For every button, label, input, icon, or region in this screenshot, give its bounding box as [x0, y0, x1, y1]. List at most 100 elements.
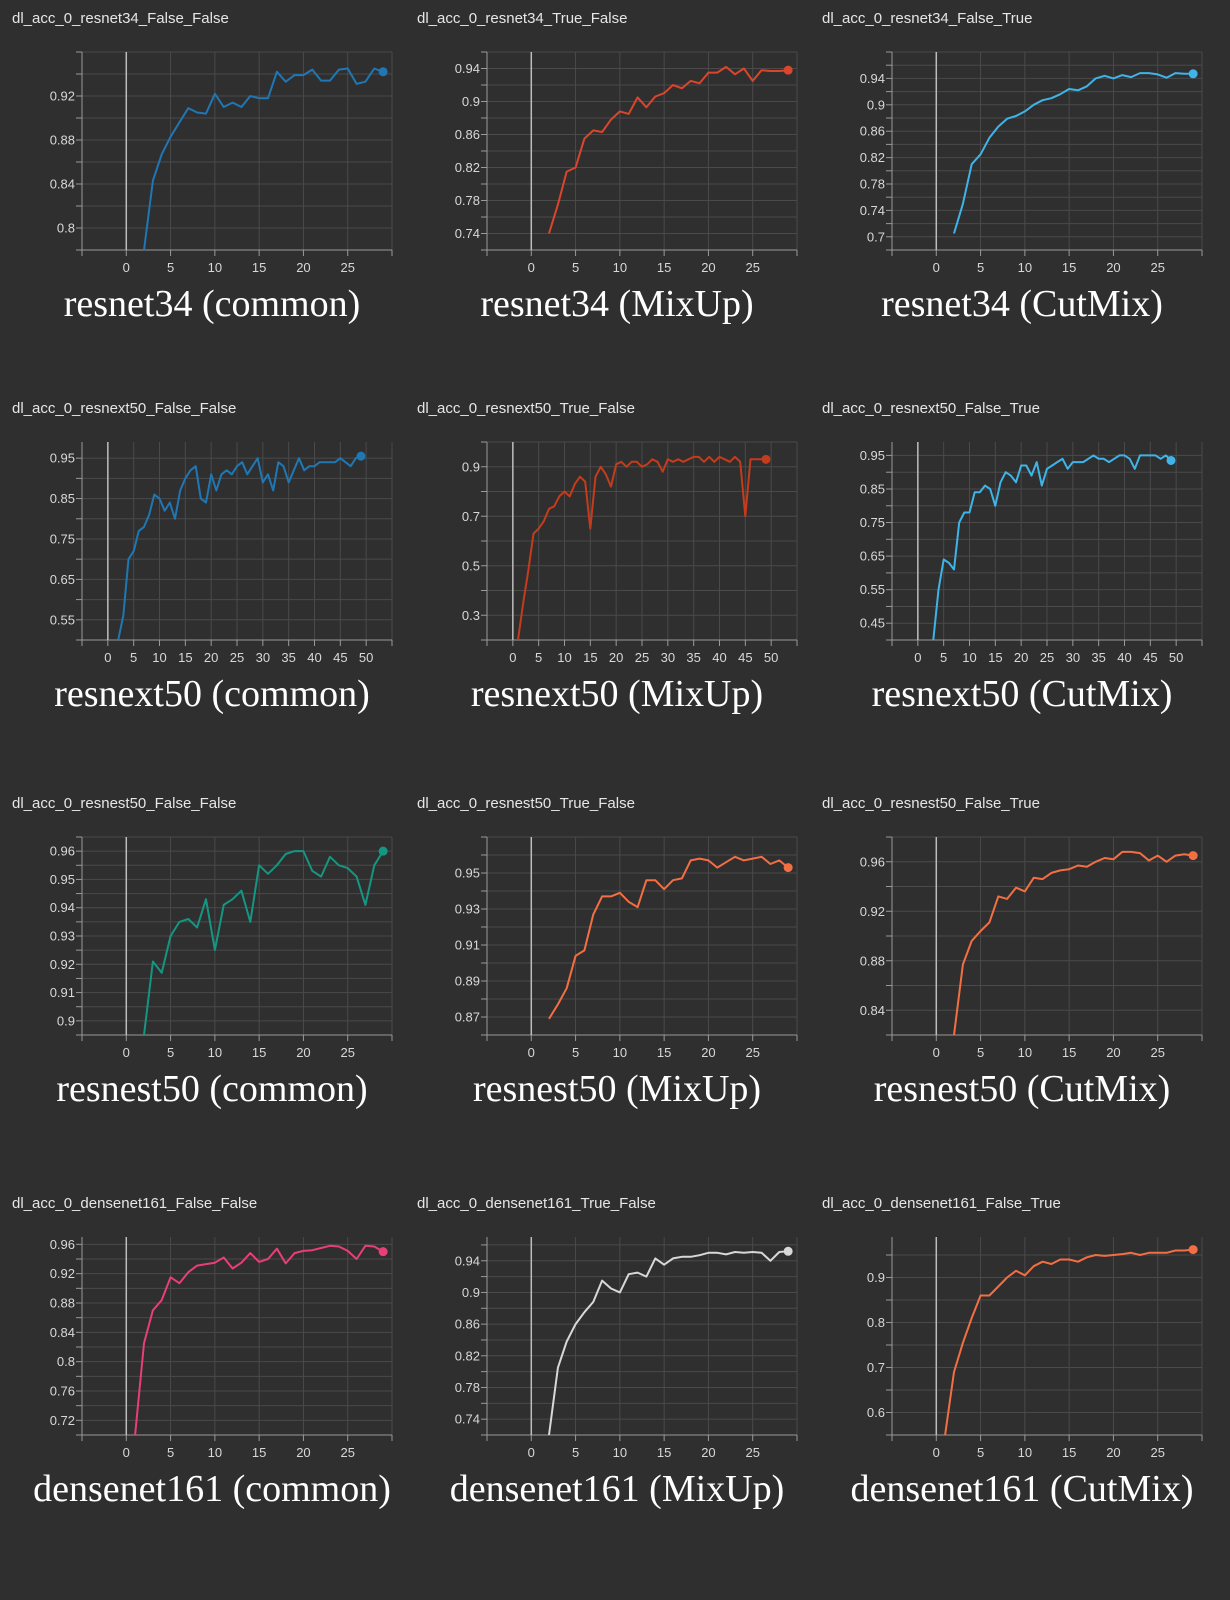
line-chart: 0.84 0.88 0.92 0.96 0 5 10 15 20 25: [860, 836, 1203, 1060]
chart-title: dl_acc_0_resnest50_True_False: [417, 795, 635, 812]
y-tick-label: 0.84: [860, 1003, 885, 1018]
x-tick-label: 5: [535, 650, 542, 665]
y-tick-label: 0.9: [57, 1013, 75, 1028]
x-tick-label: 25: [1150, 1045, 1164, 1060]
chart-title: dl_acc_0_resnest50_False_False: [12, 795, 237, 812]
chart-caption: resnest50 (common): [56, 1068, 368, 1110]
x-tick-label: 25: [745, 1445, 759, 1460]
chart-caption: resnext50 (CutMix): [871, 673, 1173, 715]
x-tick-label: 35: [686, 650, 700, 665]
series-line: [548, 855, 789, 1020]
x-tick-label: 45: [1143, 650, 1157, 665]
y-tick-label: 0.3: [462, 608, 480, 623]
y-tick-label: 0.82: [455, 160, 480, 175]
y-tick-label: 0.94: [455, 1253, 480, 1268]
x-tick-label: 25: [1150, 1445, 1164, 1460]
chart-title: dl_acc_0_densenet161_False_True: [822, 1195, 1061, 1212]
x-tick-label: 5: [572, 1445, 579, 1460]
y-tick-label: 0.95: [50, 872, 75, 887]
x-tick-label: 5: [167, 260, 174, 275]
y-tick-label: 0.86: [455, 1317, 480, 1332]
x-tick-label: 0: [123, 1045, 130, 1060]
chart-panel: dl_acc_0_resnest50_False_False 0.9 0.91 0.9…: [12, 795, 397, 1165]
chart-panel: dl_acc_0_densenet161_False_True 0.6 0.7 0.8…: [822, 1195, 1207, 1565]
x-tick-label: 15: [252, 1445, 266, 1460]
y-tick-label: 0.95: [455, 866, 480, 881]
line-chart: 0.74 0.78 0.82 0.86 0.9 0.94 0 5 10 15 20 25: [455, 1237, 798, 1460]
x-tick-label: 15: [657, 260, 671, 275]
y-tick-label: 0.92: [50, 89, 75, 104]
y-tick-label: 0.82: [455, 1348, 480, 1363]
x-tick-label: 0: [528, 1045, 535, 1060]
y-tick-label: 0.72: [50, 1413, 75, 1428]
x-tick-label: 10: [208, 1445, 222, 1460]
x-tick-label: 5: [977, 1445, 984, 1460]
y-tick-label: 0.91: [455, 938, 480, 953]
line-chart: 0.72 0.76 0.8 0.84 0.88 0.92 0.96 0 5 10 15 20 25: [50, 1237, 393, 1460]
chart-panel: dl_acc_0_densenet161_False_False 0.72 0.76…: [12, 1195, 397, 1565]
series-endpoint: [783, 65, 793, 75]
line-chart: 0.9 0.91 0.92 0.93 0.94 0.95 0.96 0 5 10 15 20 25: [50, 836, 393, 1060]
y-tick-label: 0.75: [860, 515, 885, 530]
x-tick-label: 20: [296, 1445, 310, 1460]
y-tick-label: 0.6: [867, 1405, 885, 1420]
x-tick-label: 15: [178, 650, 192, 665]
y-tick-label: 0.65: [860, 549, 885, 564]
chart-title: dl_acc_0_resnext50_False_False: [12, 400, 237, 417]
chart-panel: dl_acc_0_resnest50_True_False 0.87 0.89 0.9…: [417, 795, 802, 1165]
x-tick-label: 25: [745, 1045, 759, 1060]
chart-panel: dl_acc_0_resnext50_False_False 0.55 0.65 0.…: [12, 400, 397, 770]
chart-title: dl_acc_0_resnext50_True_False: [417, 400, 635, 417]
line-chart: 0.3 0.5 0.7 0.9 0 5 10 15 20 25 30 35 40 45 50: [462, 441, 798, 665]
y-tick-label: 0.9: [462, 1285, 480, 1300]
y-tick-label: 0.86: [455, 127, 480, 142]
x-tick-label: 10: [152, 650, 166, 665]
series-endpoint: [1188, 1245, 1198, 1255]
chart-caption: resnet34 (common): [63, 283, 361, 325]
series-endpoint: [783, 863, 793, 873]
x-tick-label: 0: [528, 1445, 535, 1460]
y-tick-label: 0.8: [57, 221, 75, 236]
y-tick-label: 0.94: [50, 900, 75, 915]
x-tick-label: 20: [701, 1045, 715, 1060]
y-tick-label: 0.9: [462, 459, 480, 474]
y-tick-label: 0.92: [50, 957, 75, 972]
x-tick-label: 15: [657, 1445, 671, 1460]
series-endpoint: [783, 1246, 793, 1256]
x-tick-label: 45: [738, 650, 752, 665]
series-endpoint: [378, 1247, 388, 1257]
series-line: [117, 455, 362, 641]
chart-title: dl_acc_0_densenet161_False_False: [12, 1195, 258, 1212]
x-tick-label: 5: [977, 1045, 984, 1060]
series-line: [143, 67, 384, 251]
chart-panel: dl_acc_0_resnest50_False_True 0.84 0.88 0.9…: [822, 795, 1207, 1165]
chart-title: dl_acc_0_resnet34_False_False: [12, 10, 229, 27]
y-tick-label: 0.88: [50, 1296, 75, 1311]
series-line: [143, 850, 384, 1036]
y-tick-label: 0.88: [50, 133, 75, 148]
y-tick-label: 0.55: [860, 582, 885, 597]
x-tick-label: 5: [167, 1045, 174, 1060]
y-tick-label: 0.9: [867, 1270, 885, 1285]
chart-title: dl_acc_0_resnet34_True_False: [417, 10, 628, 27]
x-tick-label: 30: [661, 650, 675, 665]
x-tick-label: 15: [1062, 260, 1076, 275]
chart-title: dl_acc_0_resnet34_False_True: [822, 10, 1033, 27]
x-tick-label: 20: [1014, 650, 1028, 665]
x-tick-label: 25: [1150, 260, 1164, 275]
x-tick-label: 25: [230, 650, 244, 665]
x-tick-label: 20: [204, 650, 218, 665]
x-tick-label: 25: [340, 1045, 354, 1060]
series-endpoint: [1188, 851, 1198, 861]
y-tick-label: 0.84: [50, 177, 75, 192]
x-tick-label: 40: [307, 650, 321, 665]
x-tick-label: 40: [712, 650, 726, 665]
x-tick-label: 50: [1169, 650, 1183, 665]
x-tick-label: 10: [1018, 1445, 1032, 1460]
y-tick-label: 0.92: [860, 904, 885, 919]
x-tick-label: 20: [609, 650, 623, 665]
chart-caption: densenet161 (MixUp): [449, 1468, 785, 1510]
x-tick-label: 25: [745, 260, 759, 275]
x-tick-label: 15: [657, 1045, 671, 1060]
